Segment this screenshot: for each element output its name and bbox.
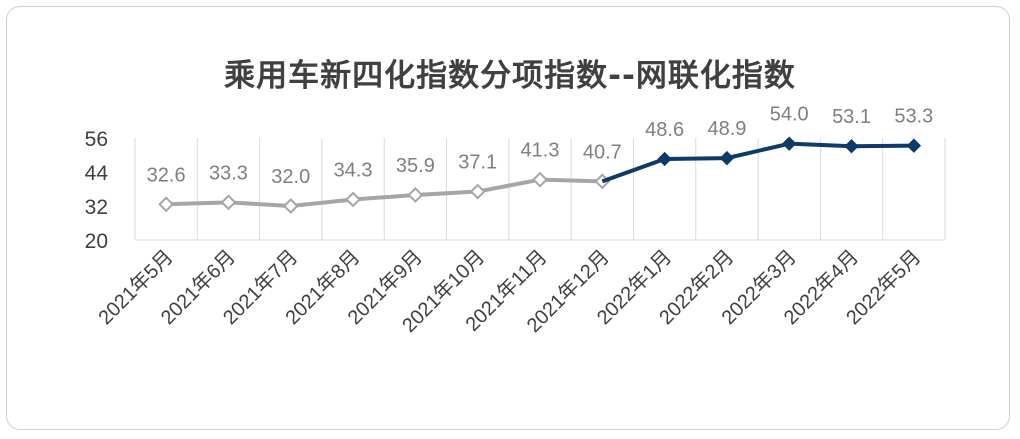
data-label: 32.0: [271, 166, 310, 188]
data-point: [844, 139, 859, 154]
data-label: 34.3: [334, 159, 373, 181]
series-line: [601, 141, 914, 184]
data-point: [407, 187, 424, 203]
data-point: [532, 171, 548, 188]
data-label: 54.0: [770, 104, 809, 126]
data-label: 53.3: [894, 106, 933, 128]
data-label: 41.3: [521, 140, 560, 162]
data-label: 35.9: [396, 155, 435, 177]
data-label: 33.3: [209, 162, 248, 184]
y-tick-label: 20: [85, 230, 108, 253]
data-point: [220, 194, 237, 211]
data-point: [469, 183, 486, 200]
series-line: [166, 177, 603, 208]
y-tick-label: 32: [85, 196, 108, 219]
y-tick-label: 56: [85, 128, 108, 151]
data-point: [782, 136, 797, 151]
data-point: [158, 196, 175, 213]
data-label: 53.1: [832, 106, 871, 128]
data-label: 48.6: [645, 119, 684, 141]
chart-frame: [6, 6, 1010, 430]
data-label: 40.7: [583, 141, 622, 163]
data-point: [282, 198, 299, 214]
data-point: [719, 150, 735, 166]
data-label: 37.1: [458, 152, 497, 174]
data-label: 32.6: [147, 164, 186, 186]
y-tick-label: 44: [85, 162, 109, 185]
data-label: 48.9: [707, 118, 746, 140]
chart-title: 乘用车新四化指数分项指数--网联化指数: [224, 58, 796, 94]
data-point: [657, 151, 672, 167]
data-point: [906, 138, 922, 153]
data-point: [345, 191, 361, 208]
